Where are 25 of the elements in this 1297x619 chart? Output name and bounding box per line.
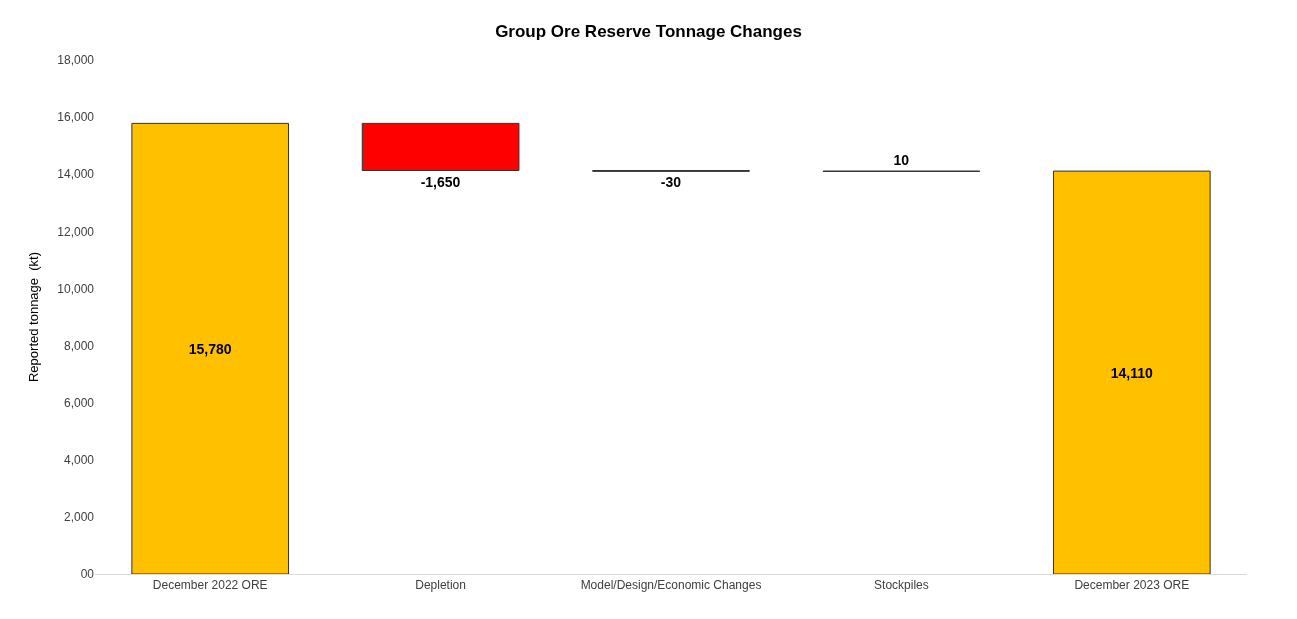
bar [1052,170,1211,574]
x-tick-label: Depletion [415,578,466,593]
x-tick-label: Stockpiles [874,578,929,593]
bar [131,122,290,574]
chart-title: Group Ore Reserve Tonnage Changes [495,21,802,41]
y-tick-label: 00 [80,567,95,582]
y-tick-label: 6,000 [63,395,95,410]
x-tick-label: December 2023 ORE [1074,578,1190,593]
data-label: -1,650 [420,173,461,190]
data-label: 10 [893,152,910,169]
x-tick-label: December 2022 ORE [152,578,268,593]
y-tick-label: 14,000 [57,167,95,182]
data-label: 15,780 [188,340,232,357]
y-tick-label: 2,000 [63,510,95,525]
y-tick-label: 8,000 [63,338,95,353]
y-tick-label: 4,000 [63,452,95,467]
y-axis-title: Reported tonnage (kt) [26,251,42,383]
y-tick-label: 18,000 [57,53,95,68]
bar [361,122,520,172]
y-tick-label: 12,000 [57,224,95,239]
data-label: -30 [660,174,682,191]
data-label: 14,110 [1110,364,1153,381]
y-tick-label: 16,000 [57,110,95,125]
y-tick-label: 10,000 [57,281,95,296]
x-tick-label: Model/Design/Economic Changes [580,578,762,593]
